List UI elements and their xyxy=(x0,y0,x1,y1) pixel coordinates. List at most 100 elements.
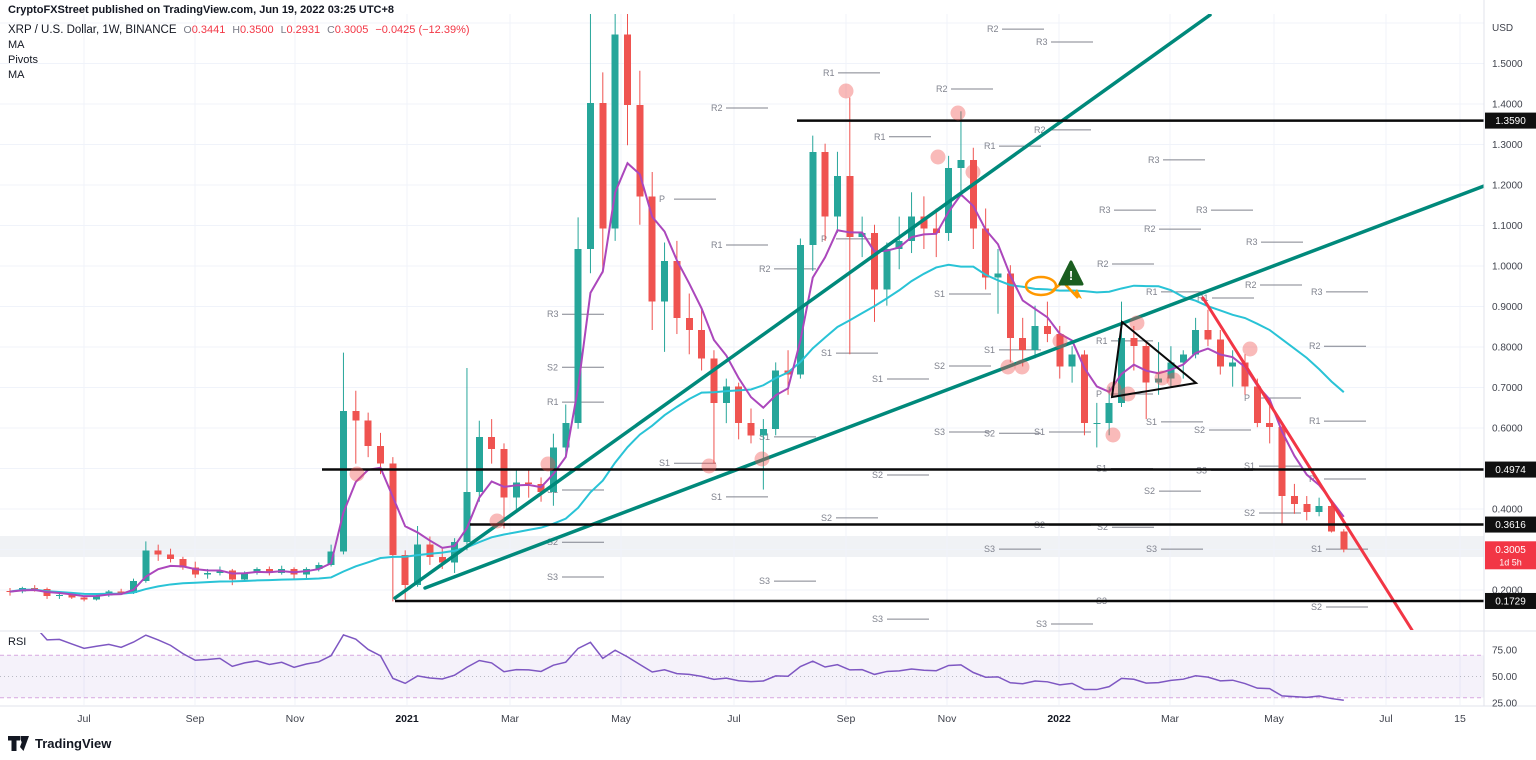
svg-text:0.8000: 0.8000 xyxy=(1492,343,1523,354)
svg-text:S1: S1 xyxy=(872,374,883,384)
svg-text:Sep: Sep xyxy=(837,713,856,725)
open-label: O xyxy=(183,24,192,36)
svg-text:S3: S3 xyxy=(547,572,558,582)
svg-text:S2: S2 xyxy=(1194,425,1205,435)
svg-text:S3: S3 xyxy=(1146,544,1157,554)
svg-text:1.3590: 1.3590 xyxy=(1495,116,1526,127)
pivot-touch-circle xyxy=(1000,359,1016,375)
svg-text:25.00: 25.00 xyxy=(1492,699,1517,710)
svg-text:Jul: Jul xyxy=(727,713,740,725)
pivot-touch-circle xyxy=(1129,315,1145,331)
svg-text:S2: S2 xyxy=(872,470,883,480)
svg-text:S2: S2 xyxy=(547,362,558,372)
svg-text:May: May xyxy=(1264,713,1285,725)
svg-text:2022: 2022 xyxy=(1047,713,1071,725)
svg-text:R2: R2 xyxy=(936,84,948,94)
svg-text:S1: S1 xyxy=(1311,544,1322,554)
svg-text:R2: R2 xyxy=(987,24,999,34)
svg-text:1.4000: 1.4000 xyxy=(1492,100,1523,111)
svg-text:50.00: 50.00 xyxy=(1492,672,1517,683)
svg-text:R2: R2 xyxy=(1245,280,1257,290)
svg-text:0.1729: 0.1729 xyxy=(1495,596,1526,607)
pivot-touch-circle xyxy=(1154,370,1170,386)
svg-text:S2: S2 xyxy=(1244,508,1255,518)
svg-text:R2: R2 xyxy=(711,103,723,113)
svg-text:R2: R2 xyxy=(1144,224,1156,234)
svg-text:R3: R3 xyxy=(1036,37,1048,47)
time-axis[interactable]: Jul Sep Nov 2021 Mar May Jul Sep Nov 2022 Mar May Ju… xyxy=(77,713,1466,725)
svg-text:Nov: Nov xyxy=(938,713,957,725)
svg-text:May: May xyxy=(611,713,632,725)
svg-text:0.7000: 0.7000 xyxy=(1492,383,1523,394)
pivot-touch-circle xyxy=(701,458,717,474)
svg-text:R1: R1 xyxy=(823,68,835,78)
svg-text:S2: S2 xyxy=(1097,522,1108,532)
svg-text:R3: R3 xyxy=(1196,205,1208,215)
last-price-badge xyxy=(1485,541,1536,570)
pivot-touch-circle xyxy=(930,149,946,165)
svg-text:0.9000: 0.9000 xyxy=(1492,302,1523,313)
svg-text:0.2000: 0.2000 xyxy=(1492,586,1523,597)
svg-text:S1: S1 xyxy=(934,289,945,299)
svg-text:1.0000: 1.0000 xyxy=(1492,262,1523,273)
rsi-indicator-label[interactable]: RSI xyxy=(8,636,27,648)
svg-text:S2: S2 xyxy=(984,428,995,438)
svg-text:S3: S3 xyxy=(872,614,883,624)
price-level-badge xyxy=(1485,592,1536,609)
svg-text:Mar: Mar xyxy=(501,713,520,725)
svg-text:S1: S1 xyxy=(759,432,770,442)
high-label: H xyxy=(232,24,240,36)
rsi-line xyxy=(39,633,1344,701)
svg-text:Jul: Jul xyxy=(1379,713,1392,725)
svg-text:R1: R1 xyxy=(1146,287,1158,297)
svg-text:1.3000: 1.3000 xyxy=(1492,140,1523,151)
svg-text:1.5000: 1.5000 xyxy=(1492,59,1523,70)
indicator-legend-ma-fast[interactable]: MA xyxy=(8,39,25,51)
svg-text:P: P xyxy=(1096,389,1102,399)
trendlines[interactable] xyxy=(393,14,1484,630)
svg-text:S1: S1 xyxy=(821,348,832,358)
svg-text:S2: S2 xyxy=(1311,602,1322,612)
svg-text:R2: R2 xyxy=(759,264,771,274)
svg-text:15: 15 xyxy=(1454,713,1466,725)
warning-icon xyxy=(1058,260,1084,286)
candles-layer xyxy=(6,14,1348,602)
tradingview-brand-text[interactable]: TradingView xyxy=(35,736,112,751)
svg-text:S3: S3 xyxy=(759,576,770,586)
currency-label: USD xyxy=(1492,23,1513,34)
svg-text:R3: R3 xyxy=(1148,155,1160,165)
svg-text:S1: S1 xyxy=(1244,461,1255,471)
svg-text:75.00: 75.00 xyxy=(1492,646,1517,657)
svg-text:R1: R1 xyxy=(547,397,559,407)
symbol-legend-row[interactable]: XRP / U.S. Dollar, 1W, BINANCE O 0.3441 H… xyxy=(8,24,470,36)
ma-fast-line xyxy=(9,161,1345,598)
svg-text:S3: S3 xyxy=(934,427,945,437)
svg-text:2021: 2021 xyxy=(395,713,419,725)
pivot-touch-circle xyxy=(540,456,556,472)
svg-text:R3: R3 xyxy=(1099,205,1111,215)
horizontal-levels[interactable] xyxy=(322,119,1484,603)
ma-slow-line xyxy=(9,263,1345,596)
svg-text:S1: S1 xyxy=(711,492,722,502)
footer: TradingView xyxy=(8,736,111,751)
rsi-pane[interactable] xyxy=(0,624,1484,701)
price-level-badge xyxy=(1485,516,1536,533)
pivot-touch-circle xyxy=(1242,341,1258,357)
price-zone-highlight xyxy=(0,536,1484,557)
pivot-touch-circle xyxy=(838,83,854,99)
pivot-touch-circle xyxy=(950,105,966,121)
chart-legend: XRP / U.S. Dollar, 1W, BINANCE O 0.3441 H… xyxy=(8,24,470,81)
pivot-touch-circle xyxy=(1105,427,1121,443)
price-level-badge xyxy=(1485,461,1536,478)
tradingview-logo-icon[interactable] xyxy=(8,736,29,751)
indicator-legend-pivots[interactable]: Pivots xyxy=(8,54,38,66)
svg-text:0.3616: 0.3616 xyxy=(1495,520,1526,531)
svg-text:R1: R1 xyxy=(874,132,886,142)
indicator-legend-ma-slow[interactable]: MA xyxy=(8,69,25,81)
triangle-pattern-annotation xyxy=(1110,320,1199,399)
svg-text:1.1000: 1.1000 xyxy=(1492,221,1523,232)
price-level-badge xyxy=(1485,112,1536,129)
svg-text:R1: R1 xyxy=(1309,416,1321,426)
